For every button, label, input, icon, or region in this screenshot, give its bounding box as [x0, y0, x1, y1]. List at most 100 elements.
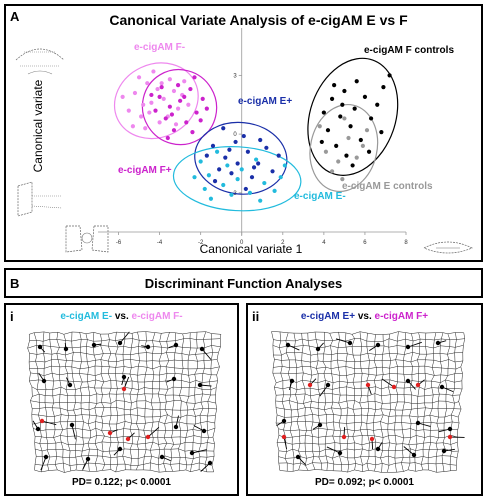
grid-row-line: [31, 414, 216, 418]
landmark-point: [145, 344, 151, 350]
data-point: [221, 126, 226, 131]
grid-col-line: [435, 332, 444, 473]
grid-col-line: [420, 332, 427, 470]
data-point: [139, 114, 144, 119]
cva-scatter-plot: -6 -4 -2 0 2 4 6 830-3 Canonical variate 1 Cano…: [31, 28, 454, 256]
landmark-point: [447, 426, 453, 432]
x-axis-label: Canonical variate 1: [200, 242, 303, 256]
data-point: [239, 167, 244, 172]
data-point: [334, 143, 339, 148]
grid-col-line: [407, 333, 414, 470]
grid-col-line: [285, 332, 295, 472]
grid-row-line: [275, 421, 460, 425]
landmark-vector: [335, 338, 351, 344]
data-point: [175, 83, 181, 88]
landmark-point: [121, 374, 127, 380]
grid-col-line: [92, 332, 98, 472]
grid-col-line: [42, 331, 51, 471]
landmark-point: [43, 454, 49, 460]
landmark-point: [325, 382, 331, 388]
landmark-point: [91, 342, 97, 348]
data-point: [192, 175, 197, 180]
data-point: [173, 122, 179, 127]
landmark-point: [281, 418, 287, 424]
grid-col-line: [79, 332, 85, 471]
grid-col-line: [271, 331, 281, 471]
landmark-point: [285, 342, 291, 348]
data-point: [194, 110, 199, 115]
grid-row-line: [274, 359, 463, 363]
panel-i-pd-stat: PD= 0.122; p< 0.0001: [72, 477, 171, 488]
data-point: [381, 85, 386, 90]
data-point: [262, 180, 267, 186]
data-point: [254, 157, 259, 162]
panel-b-title: Discriminant Function Analyses: [144, 276, 343, 291]
panel-letter-b: B: [10, 276, 20, 291]
x-tick-label: -2: [198, 240, 204, 246]
grid-col-line: [135, 331, 140, 471]
landmark-point: [295, 454, 301, 460]
data-point: [217, 167, 222, 172]
grid-row-line: [30, 400, 216, 404]
grid-col-line: [27, 334, 37, 471]
grid-row-line: [27, 345, 221, 349]
panel-i-vs: vs.: [114, 311, 129, 322]
grid-col-line: [387, 333, 391, 473]
ellipse-0: [113, 62, 199, 140]
data-point: [145, 81, 150, 86]
data-point: [387, 73, 392, 78]
data-point: [136, 75, 142, 80]
data-point: [233, 139, 238, 145]
grid-col-line: [163, 332, 170, 472]
data-point: [157, 120, 162, 125]
plot-axes: -6 -4 -2 0 2 4 6 830-3: [98, 28, 408, 246]
data-point: [161, 96, 166, 101]
grid-col-line: [366, 333, 370, 471]
panel-b-header: B Discriminant Function Analyses: [4, 268, 483, 298]
data-point: [229, 192, 234, 197]
data-point: [348, 124, 353, 129]
data-point: [270, 169, 275, 174]
landmark-point: [39, 418, 45, 424]
landmark-vector: [40, 456, 47, 471]
data-point: [182, 79, 187, 84]
data-point: [204, 106, 209, 111]
grid-col-line: [178, 333, 184, 471]
landmark-point: [173, 342, 179, 348]
data-point: [235, 177, 240, 182]
grid-row-line: [29, 352, 219, 356]
data-point: [167, 77, 172, 82]
data-point: [344, 153, 349, 158]
data-point: [198, 118, 203, 123]
y-tick-label: 3: [233, 73, 237, 79]
grid-col-line: [449, 332, 457, 471]
panel-ii-right-group: e-cigAM F+: [374, 311, 429, 322]
landmark-vector: [191, 449, 207, 454]
landmark-point: [201, 428, 207, 434]
data-point: [159, 85, 164, 90]
grid-col-line: [427, 332, 437, 471]
data-point: [157, 94, 162, 100]
data-point: [149, 100, 154, 105]
grid-col-line: [56, 332, 65, 473]
landmark-vectors: [276, 338, 465, 466]
data-point: [332, 83, 337, 88]
grid-col-line: [359, 331, 363, 472]
landmark-point: [85, 456, 91, 462]
data-point: [340, 102, 345, 107]
landmark-point: [415, 420, 421, 426]
data-point: [358, 137, 363, 143]
grid-row-line: [34, 469, 214, 473]
data-point: [182, 94, 187, 100]
landmark-point: [439, 384, 445, 390]
data-point: [141, 102, 146, 107]
landmark-point: [117, 340, 123, 346]
grid-col-line: [337, 332, 343, 472]
label-f-minus: e-cigAM F-: [134, 42, 185, 53]
grid-row-line: [32, 421, 215, 425]
landmark-point: [391, 384, 397, 390]
data-point: [354, 155, 359, 160]
data-point: [352, 106, 357, 111]
data-point: [171, 128, 177, 133]
landmark-vector: [381, 378, 395, 388]
